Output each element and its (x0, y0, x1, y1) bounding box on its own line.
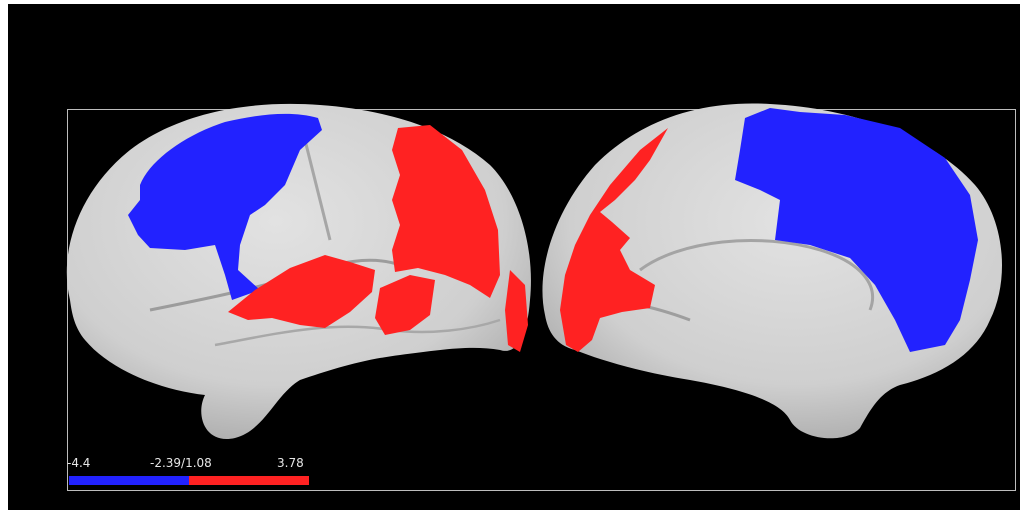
right-occipital-positive-cluster (560, 128, 668, 352)
colorbar-positive-segment (189, 476, 309, 485)
colorbar-negative-segment (69, 476, 189, 485)
colorbar-legend: -4.4 -2.39/1.08 3.78 (62, 456, 322, 488)
colorbar-max-label: 3.78 (277, 456, 304, 470)
colorbar-threshold-label: -2.39/1.08 (150, 456, 212, 470)
view-frame (67, 109, 1016, 491)
right-hemisphere-medial (542, 103, 1002, 439)
left-mid-temporal-positive-cluster (375, 275, 435, 335)
right-medial-negative-cluster (735, 108, 978, 352)
left-frontal-negative-cluster (128, 113, 322, 301)
left-parietal-positive-cluster (392, 125, 500, 298)
left-occipital-positive-cluster (505, 270, 528, 352)
left-temporal-positive-cluster (228, 255, 375, 328)
left-hemisphere-lateral (66, 103, 531, 440)
right-corpus-callosum-outline (639, 238, 874, 311)
colorbar-min-label: -4.4 (67, 456, 91, 470)
